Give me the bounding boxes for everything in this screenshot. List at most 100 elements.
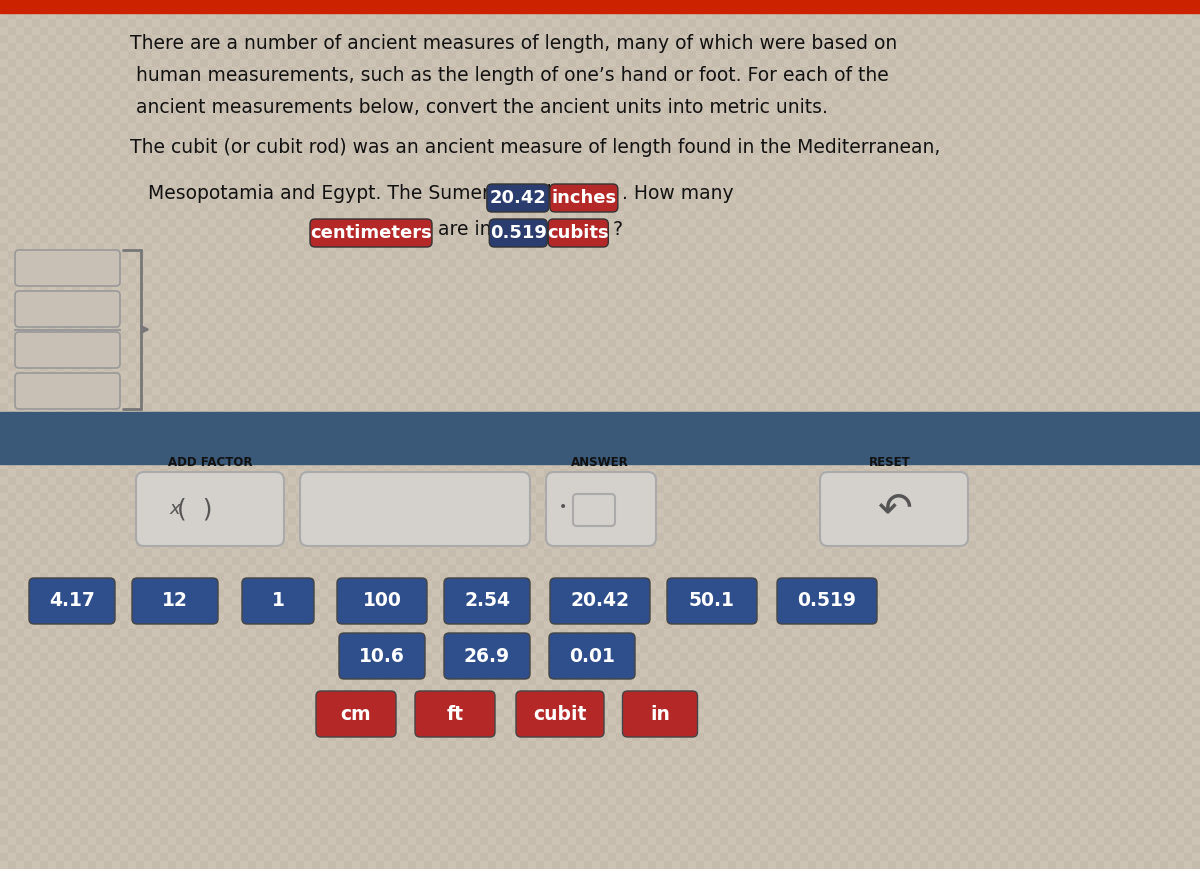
Bar xyxy=(112,501,120,509)
Bar xyxy=(16,435,24,443)
Bar xyxy=(576,733,584,741)
Bar xyxy=(648,163,656,171)
Bar xyxy=(96,179,104,187)
Bar xyxy=(1032,613,1040,621)
Bar xyxy=(808,155,816,163)
Bar xyxy=(264,765,272,773)
Bar xyxy=(144,195,152,203)
Bar xyxy=(1120,99,1128,107)
Bar xyxy=(696,251,704,259)
Bar xyxy=(376,581,384,589)
Bar xyxy=(720,821,728,829)
Bar xyxy=(832,613,840,621)
Bar xyxy=(224,765,232,773)
Bar xyxy=(920,461,928,469)
Bar xyxy=(408,99,416,107)
Bar xyxy=(560,99,568,107)
Bar xyxy=(1064,315,1072,323)
Bar xyxy=(488,781,496,789)
Bar xyxy=(728,155,736,163)
Bar xyxy=(112,307,120,315)
Bar xyxy=(1112,283,1120,291)
Bar xyxy=(432,323,440,331)
Bar xyxy=(704,757,712,765)
Bar xyxy=(904,19,912,27)
Bar xyxy=(392,451,400,459)
Bar xyxy=(1136,565,1144,573)
Bar xyxy=(1192,677,1200,685)
Bar xyxy=(880,107,888,115)
Bar xyxy=(808,91,816,99)
Bar xyxy=(1168,613,1176,621)
Bar xyxy=(216,315,224,323)
Bar xyxy=(712,461,720,469)
Bar xyxy=(848,19,856,27)
Bar xyxy=(456,581,464,589)
Bar xyxy=(880,717,888,725)
Bar xyxy=(184,339,192,347)
Bar xyxy=(96,645,104,653)
Bar xyxy=(496,813,504,821)
Bar xyxy=(792,613,800,621)
Bar xyxy=(24,685,32,693)
Bar xyxy=(312,757,320,765)
Bar xyxy=(512,757,520,765)
Bar xyxy=(1072,773,1080,781)
Bar xyxy=(1112,621,1120,629)
Bar xyxy=(768,573,776,581)
Bar xyxy=(384,27,392,35)
Bar xyxy=(88,403,96,411)
Bar xyxy=(400,637,408,645)
Bar xyxy=(752,669,760,677)
Bar xyxy=(40,597,48,605)
Bar xyxy=(128,605,136,613)
Bar xyxy=(1112,629,1120,637)
Bar xyxy=(1104,589,1112,597)
Bar xyxy=(704,557,712,565)
Bar xyxy=(760,27,768,35)
Bar xyxy=(48,171,56,179)
Bar xyxy=(696,115,704,123)
Bar xyxy=(344,541,352,549)
Bar xyxy=(1040,195,1048,203)
Bar xyxy=(384,411,392,419)
Bar xyxy=(904,315,912,323)
Bar xyxy=(16,411,24,419)
Bar xyxy=(968,533,976,541)
Bar xyxy=(896,757,904,765)
Bar xyxy=(264,427,272,435)
Bar xyxy=(0,733,8,741)
Bar xyxy=(616,195,624,203)
Bar xyxy=(912,67,920,75)
Bar xyxy=(432,629,440,637)
Bar xyxy=(1048,91,1056,99)
Bar xyxy=(688,35,696,43)
Bar xyxy=(816,485,824,493)
Bar xyxy=(728,461,736,469)
Bar xyxy=(1080,323,1088,331)
Bar xyxy=(56,67,64,75)
Bar xyxy=(168,565,176,573)
Bar xyxy=(424,363,432,371)
Bar xyxy=(712,789,720,797)
Bar xyxy=(400,267,408,275)
Bar xyxy=(752,733,760,741)
Bar xyxy=(320,509,328,517)
Bar xyxy=(408,203,416,211)
Bar xyxy=(512,477,520,485)
Bar xyxy=(1128,267,1136,275)
Bar xyxy=(664,629,672,637)
Bar xyxy=(24,267,32,275)
Bar xyxy=(464,645,472,653)
Bar xyxy=(984,427,992,435)
Bar xyxy=(1008,219,1016,227)
Bar xyxy=(24,749,32,757)
Bar xyxy=(736,283,744,291)
Bar xyxy=(48,685,56,693)
Bar xyxy=(616,821,624,829)
Bar xyxy=(856,35,864,43)
Bar xyxy=(952,219,960,227)
Bar xyxy=(1008,395,1016,403)
Bar xyxy=(80,3,88,11)
Bar xyxy=(1064,435,1072,443)
